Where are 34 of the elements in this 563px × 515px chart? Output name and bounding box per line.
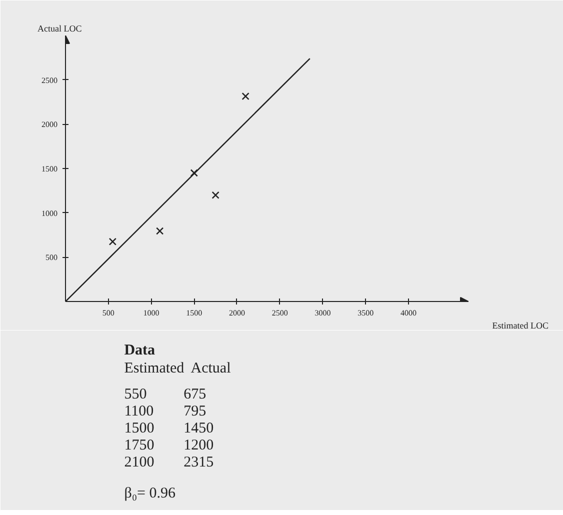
x-tick-label: 1000: [143, 308, 160, 318]
point: [156, 227, 164, 235]
text: β₀= 0.96: [124, 486, 176, 502]
point: [108, 238, 116, 246]
y-tick-label: 2500: [42, 76, 58, 85]
point: [190, 169, 198, 177]
y-tick-label: 1500: [42, 164, 58, 174]
text: 1450: [184, 420, 214, 436]
x-tick-label: 4000: [400, 308, 416, 318]
text: 550: [124, 386, 147, 402]
x-tick-label: 2000: [228, 308, 245, 318]
text: 675: [184, 386, 206, 402]
text: 1200: [184, 438, 214, 454]
text: Actual: [190, 360, 231, 376]
text: 1100: [124, 404, 154, 420]
point: [242, 92, 250, 100]
text: Estimated: [124, 360, 185, 376]
x-tick-label: 1500: [186, 308, 202, 318]
text: 795: [184, 404, 206, 420]
y-tick-label: 1000: [42, 208, 58, 218]
y-axis-title: Actual LOC: [38, 24, 82, 34]
text: Data: [124, 342, 156, 358]
y-tick-label: 2000: [42, 120, 58, 130]
point: [212, 191, 220, 199]
y-tick-label: 500: [46, 253, 58, 262]
x-tick-label: 2500: [272, 308, 288, 318]
text: 1500: [124, 420, 154, 436]
x-axis-title: Estimated LOC: [492, 320, 549, 330]
x-tick-label: 3500: [358, 308, 374, 318]
x-tick-label: 500: [102, 308, 114, 318]
text: 1750: [124, 438, 154, 454]
text: 2100: [124, 454, 154, 470]
text: 2315: [184, 454, 214, 470]
x-tick-label: 3000: [314, 308, 331, 318]
